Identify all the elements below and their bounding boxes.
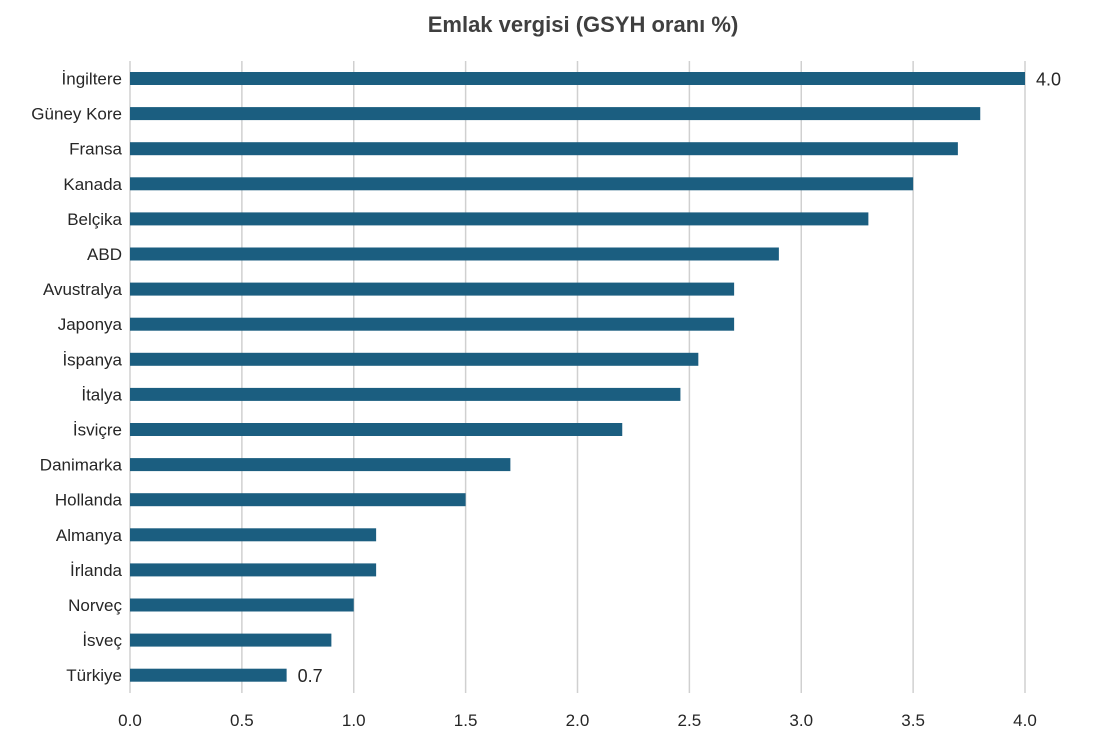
category-label-4: Belçika <box>67 210 122 229</box>
category-label-13: Almanya <box>56 526 123 545</box>
bar-11 <box>130 458 511 472</box>
x-tick-label-1: 0.5 <box>230 711 254 730</box>
category-label-6: Avustralya <box>43 280 123 299</box>
category-label-2: Fransa <box>69 140 122 159</box>
x-tick-label-2: 1.0 <box>342 711 366 730</box>
grid-layer <box>129 61 1026 693</box>
bar-8 <box>130 352 699 366</box>
category-label-1: Güney Kore <box>31 105 122 124</box>
bar-17 <box>130 668 287 682</box>
bar-9 <box>130 387 681 401</box>
data-labels: 4.0 0.7 <box>298 70 1061 687</box>
x-tick-label-3: 1.5 <box>454 711 478 730</box>
category-label-0: İngiltere <box>62 70 122 89</box>
x-tick-label-7: 3.5 <box>901 711 925 730</box>
bar-0 <box>130 72 1025 85</box>
bar-16 <box>130 633 332 647</box>
bar-4 <box>130 212 869 226</box>
bar-10 <box>130 423 623 436</box>
category-labels: İngiltere Güney Kore Fransa Kanada Belçika AB… <box>31 70 122 686</box>
category-label-11: Danimarka <box>40 456 123 475</box>
x-tick-label-6: 3.0 <box>789 711 813 730</box>
x-tick-label-0: 0.0 <box>118 711 142 730</box>
chart-title: Emlak vergisi (GSYH oranı %) <box>428 12 739 37</box>
category-label-16: İsveç <box>82 631 122 650</box>
bars-layer <box>130 72 1025 682</box>
bar-12 <box>130 493 466 507</box>
category-label-5: ABD <box>87 245 122 264</box>
category-label-17: Türkiye <box>66 666 122 685</box>
category-label-15: Norveç <box>68 596 122 615</box>
data-label-1: 0.7 <box>298 666 323 686</box>
bar-2 <box>130 142 958 156</box>
bar-3 <box>130 177 914 191</box>
x-axis-tick-labels: 0.0 0.5 1.0 1.5 2.0 2.5 3.0 3.5 4.0 <box>118 711 1037 730</box>
bar-7 <box>130 317 735 331</box>
x-tick-label-4: 2.0 <box>566 711 590 730</box>
bar-1 <box>130 107 981 121</box>
bar-6 <box>130 282 735 296</box>
category-label-8: İspanya <box>62 350 122 369</box>
category-label-3: Kanada <box>63 175 122 194</box>
category-label-10: İsviçre <box>73 421 122 440</box>
bar-5 <box>130 247 779 261</box>
data-label-0: 4.0 <box>1036 70 1061 90</box>
category-label-12: Hollanda <box>55 491 123 510</box>
bar-14 <box>130 563 377 577</box>
category-label-14: İrlanda <box>70 561 123 580</box>
x-tick-label-5: 2.5 <box>678 711 702 730</box>
category-label-7: Japonya <box>58 315 123 334</box>
bar-13 <box>130 528 377 542</box>
x-tick-label-8: 4.0 <box>1013 711 1037 730</box>
category-label-9: İtalya <box>81 385 122 404</box>
bar-15 <box>130 598 354 612</box>
